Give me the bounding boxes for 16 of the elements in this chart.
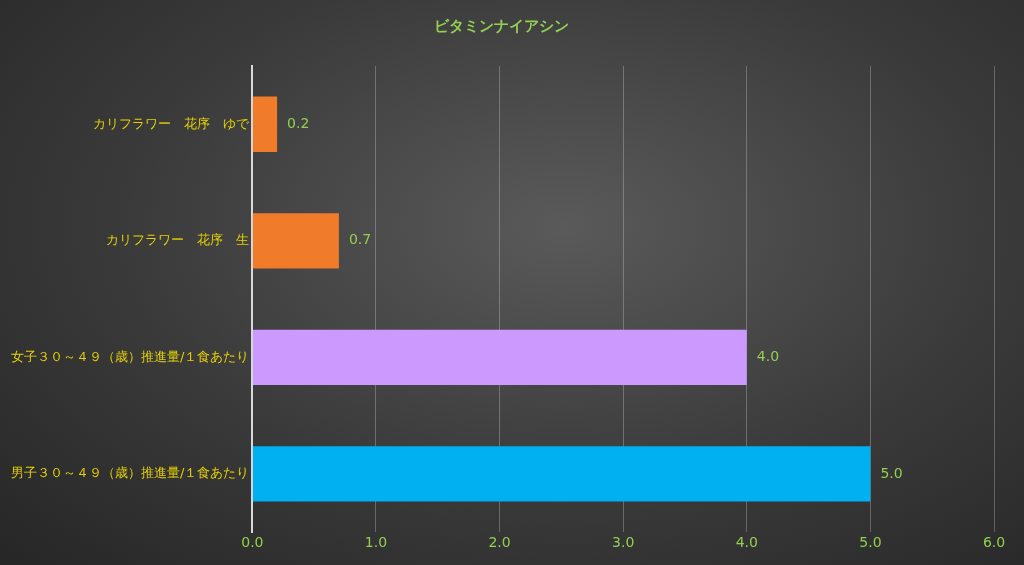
y-tick-label: カリフラワー 花序 生 [106, 232, 250, 248]
data-label: 0.7 [348, 231, 372, 248]
y-tick-label: 女子３０～４９（歳）推進量/１食あたり [10, 348, 250, 364]
x-tick-label: 2.0 [488, 534, 511, 551]
y-tick-label: カリフラワー 花序 ゆで [93, 115, 251, 131]
x-tick-label: 1.0 [364, 534, 388, 551]
x-tick-label: 0.0 [241, 534, 264, 551]
chart-title: ビタミンナイアシン [433, 16, 569, 35]
data-label: 5.0 [880, 464, 903, 481]
y-tick-label: 男子３０～４９（歳）推進量/１食あたり [10, 465, 250, 481]
x-tick-label: 4.0 [735, 534, 758, 551]
data-label: 4.0 [756, 348, 780, 365]
x-tick-label: 5.0 [859, 534, 882, 551]
data-label: 0.2 [287, 114, 310, 131]
x-tick-label: 3.0 [612, 534, 635, 551]
x-tick-label: 6.0 [982, 534, 1006, 551]
